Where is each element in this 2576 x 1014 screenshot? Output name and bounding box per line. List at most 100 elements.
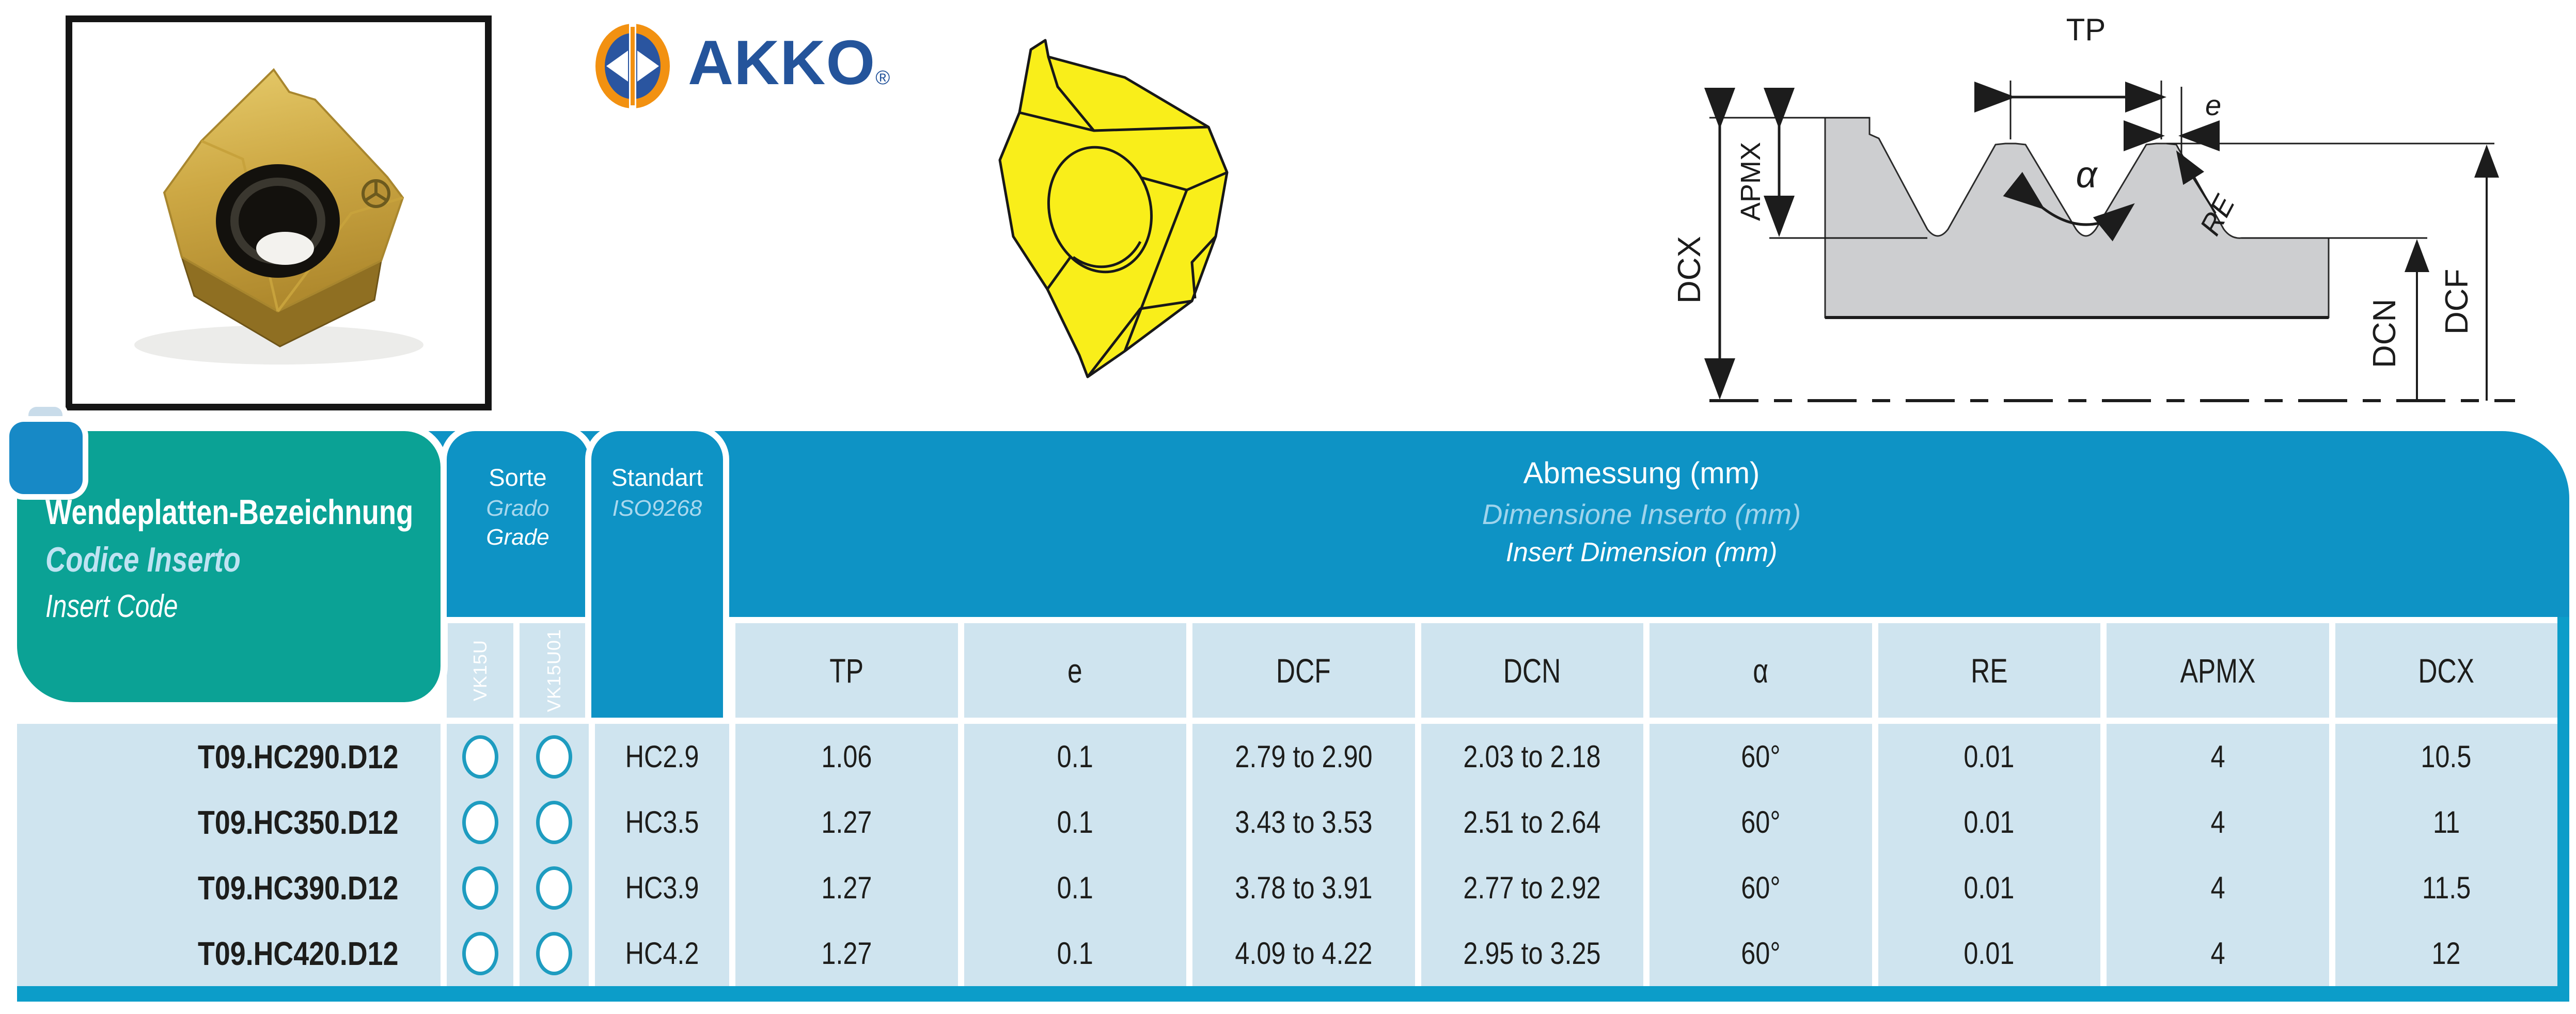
- grade-subcolumn-label: VK15U: [469, 639, 491, 702]
- availability-circle-icon: [462, 931, 498, 975]
- dimension-column-header: APMX: [2107, 623, 2329, 718]
- iso-label: ISO9268: [612, 496, 702, 521]
- vk15u01-availability-cell: [520, 724, 589, 789]
- cell-text: 2.95 to 3.25: [1463, 936, 1601, 971]
- dcn-value-cell: 2.51 to 2.64: [1421, 789, 1643, 855]
- grade-column-header: Sorte Grado Grade: [447, 431, 589, 617]
- cell-text: 0.01: [1964, 936, 2015, 971]
- dimension-column-label: DCN: [1503, 651, 1561, 690]
- data-grid: T09.HC290.D12 HC2.9 1.06 0.1 2.79 to 2.90 2.0…: [17, 724, 2557, 986]
- dcf-value-cell: 3.43 to 3.53: [1192, 789, 1415, 855]
- dimension-label-it: Dimensione Inserto (mm): [1482, 498, 1801, 530]
- dimension-column-header: RE: [1878, 623, 2100, 718]
- tp-value-cell: 1.06: [735, 724, 958, 789]
- cell-text: 0.01: [1964, 805, 2015, 839]
- insert-line-drawing: [970, 20, 1300, 399]
- cell-text: 11: [2432, 805, 2460, 839]
- re-value-cell: 0.01: [1878, 921, 2100, 986]
- tp-value-cell: 1.27: [735, 789, 958, 855]
- standart-label: Standart: [611, 464, 703, 491]
- availability-circle-icon: [462, 735, 498, 779]
- cell-text: HC3.5: [625, 805, 699, 839]
- cell-text: 2.51 to 2.64: [1463, 805, 1601, 839]
- dimension-column-header: α: [1650, 623, 1872, 718]
- thread-profile-diagram: TP e RE α APMX DCX DCN DCF: [1672, 4, 2572, 415]
- availability-circle-icon: [536, 800, 572, 844]
- table-bottom-border: [17, 986, 2569, 1002]
- re-value-cell: 0.01: [1878, 789, 2100, 855]
- cell-text: 60°: [1741, 805, 1781, 839]
- cell-text: 4: [2210, 936, 2225, 971]
- diagram-label-dcn: DCN: [2367, 299, 2402, 368]
- insert-data-table: Wendeplatten-Bezeichnung Codice Inserto …: [9, 407, 2569, 1002]
- dcn-value-cell: 2.77 to 2.92: [1421, 855, 1643, 921]
- vk15u-availability-cell: [447, 855, 513, 921]
- dimension-column-header: DCN: [1421, 623, 1643, 718]
- cell-text: 60°: [1741, 870, 1781, 905]
- insert-photo-frame: [66, 15, 492, 410]
- vk15u-availability-cell: [447, 724, 513, 789]
- dcx-value-cell: 11: [2335, 789, 2557, 855]
- dimension-column-header: DCF: [1192, 623, 1415, 718]
- cell-text: T09.HC420.D12: [197, 934, 399, 972]
- availability-circle-icon: [462, 800, 498, 844]
- insert-code-cell: T09.HC390.D12: [17, 855, 441, 921]
- cell-text: 4.09 to 4.22: [1235, 936, 1373, 971]
- cell-text: T09.HC350.D12: [197, 803, 399, 841]
- grade-cell: HC4.2: [595, 921, 729, 986]
- cell-text: T09.HC290.D12: [197, 738, 399, 775]
- akko-logo-mark-icon: [595, 23, 670, 109]
- cell-text: 2.03 to 2.18: [1463, 739, 1601, 774]
- apmx-value-cell: 4: [2107, 921, 2329, 986]
- header-title-en: Insert Code: [45, 589, 178, 624]
- dimension-label-de: Abmessung (mm): [1523, 456, 1760, 490]
- alpha-value-cell: 60°: [1650, 921, 1872, 986]
- cell-text: 0.1: [1057, 739, 1093, 774]
- insert-code-header: Wendeplatten-Bezeichnung Codice Inserto …: [17, 431, 441, 702]
- diagram-label-e: e: [2205, 89, 2221, 121]
- cell-text: 1.06: [821, 739, 872, 774]
- insert-code-cell: T09.HC350.D12: [17, 789, 441, 855]
- tp-value-cell: 1.27: [735, 855, 958, 921]
- header-title-it: Codice Inserto: [45, 540, 241, 579]
- diagram-label-tp: TP: [2066, 12, 2106, 47]
- apmx-value-cell: 4: [2107, 789, 2329, 855]
- cell-text: 0.01: [1964, 739, 2015, 774]
- grade-subcolumn-VK15U: VK15U: [447, 623, 513, 718]
- grade-cell: HC3.5: [595, 789, 729, 855]
- vk15u01-availability-cell: [520, 855, 589, 921]
- cell-text: 10.5: [2421, 739, 2472, 774]
- alpha-value-cell: 60°: [1650, 789, 1872, 855]
- cell-text: 12: [2431, 936, 2461, 971]
- availability-circle-icon: [536, 735, 572, 779]
- cell-text: 3.43 to 3.53: [1235, 805, 1373, 839]
- thread-profile-shape: [1824, 117, 2330, 319]
- sorte-label-it: Grado: [486, 496, 549, 521]
- akko-logo: AKKO®: [587, 19, 890, 110]
- dimension-header: Abmessung (mm) Dimensione Inserto (mm) I…: [726, 456, 2557, 568]
- alpha-value-cell: 60°: [1650, 724, 1872, 789]
- sorte-label-de: Sorte: [489, 464, 547, 491]
- vk15u-availability-cell: [447, 789, 513, 855]
- availability-circle-icon: [536, 931, 572, 975]
- cell-text: 0.1: [1057, 805, 1093, 839]
- insert-code-cell: T09.HC290.D12: [17, 724, 441, 789]
- dcx-value-cell: 10.5: [2335, 724, 2557, 789]
- dimension-subheader-row: VK15U VK15U01 TP e DCF DCN α RE APMX DCX: [17, 623, 2557, 718]
- dimension-column-header: TP: [735, 623, 958, 718]
- cell-text: 11.5: [2422, 870, 2471, 905]
- re-value-cell: 0.01: [1878, 724, 2100, 789]
- table-header-band: [17, 431, 2569, 617]
- dimension-column-label: DCX: [2418, 651, 2475, 690]
- cell-text: 0.01: [1964, 870, 2015, 905]
- standard-column-header: Standart ISO9268: [591, 431, 723, 718]
- cell-text: T09.HC390.D12: [197, 869, 399, 907]
- diagram-label-apmx: APMX: [1735, 142, 1766, 221]
- cell-text: 4: [2210, 805, 2225, 839]
- insert-code-cell: T09.HC420.D12: [17, 921, 441, 986]
- cell-text: HC4.2: [625, 936, 699, 971]
- dimension-label-en: Insert Dimension (mm): [1505, 537, 1778, 567]
- cell-text: 4: [2210, 739, 2225, 774]
- diagram-label-dcf: DCF: [2439, 269, 2475, 335]
- header-title-de: Wendeplatten-Bezeichnung: [45, 493, 414, 532]
